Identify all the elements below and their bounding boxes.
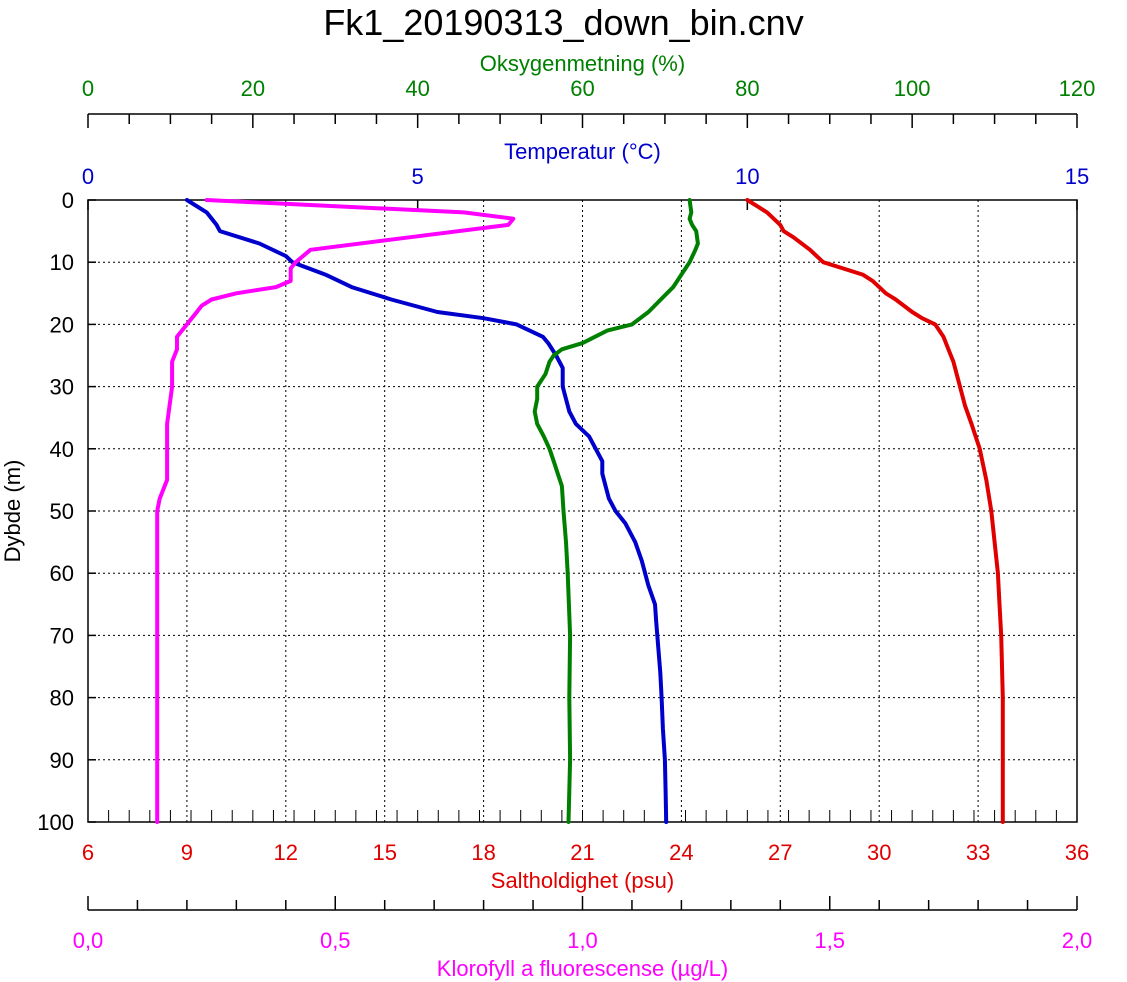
salinity-tick-label: 30 xyxy=(867,840,891,865)
salinity-line xyxy=(745,198,1005,824)
temperature-tick-label: 10 xyxy=(735,164,759,189)
depth-tick-label: 0 xyxy=(62,188,74,213)
salinity-tick-label: 24 xyxy=(669,840,693,865)
oxygen-tick-label: 0 xyxy=(82,76,94,101)
oxygen-tick-label: 80 xyxy=(735,76,759,101)
depth-tick-label: 40 xyxy=(50,437,74,462)
y-axis-label: Dybde (m) xyxy=(0,460,25,563)
chart-title: Fk1_20190313_down_bin.cnv xyxy=(323,2,804,43)
chlorophyll-tick-label: 1,5 xyxy=(814,928,845,953)
salinity-axis-label: Saltholdighet (psu) xyxy=(491,868,674,893)
depth-tick-label: 70 xyxy=(50,623,74,648)
temperature-tick-label: 0 xyxy=(82,164,94,189)
depth-tick-label: 90 xyxy=(50,748,74,773)
chlorophyll-tick-label: 1,0 xyxy=(567,928,598,953)
chlorophyll-tick-label: 2,0 xyxy=(1062,928,1093,953)
salinity-tick-label: 18 xyxy=(471,840,495,865)
salinity-tick-label: 6 xyxy=(82,840,94,865)
salinity-tick-label: 27 xyxy=(768,840,792,865)
oxygen-tick-label: 20 xyxy=(241,76,265,101)
depth-tick-label: 10 xyxy=(50,250,74,275)
chlorophyll-axis-label: Klorofyll a fluorescense (µg/L) xyxy=(437,956,728,981)
oxygen-axis-label: Oksygenmetning (%) xyxy=(480,51,685,76)
temperature-tick-label: 15 xyxy=(1065,164,1089,189)
depth-tick-label: 20 xyxy=(50,312,74,337)
oxygen-saturation-line xyxy=(532,198,700,824)
salinity-tick-label: 21 xyxy=(570,840,594,865)
depth-tick-label: 100 xyxy=(37,810,74,835)
depth-tick-label: 60 xyxy=(50,561,74,586)
oxygen-tick-label: 100 xyxy=(894,76,931,101)
oxygen-tick-label: 120 xyxy=(1059,76,1096,101)
chlorophyll-line xyxy=(155,198,516,824)
oxygen-tick-label: 40 xyxy=(405,76,429,101)
salinity-tick-label: 9 xyxy=(181,840,193,865)
temperature-line xyxy=(184,198,669,824)
chlorophyll-tick-label: 0,5 xyxy=(320,928,351,953)
temperature-axis-label: Temperatur (°C) xyxy=(504,139,661,164)
oxygen-tick-label: 60 xyxy=(570,76,594,101)
chlorophyll-tick-label: 0,0 xyxy=(73,928,104,953)
depth-tick-label: 30 xyxy=(50,375,74,400)
salinity-tick-label: 36 xyxy=(1065,840,1089,865)
salinity-tick-label: 33 xyxy=(966,840,990,865)
salinity-tick-label: 12 xyxy=(274,840,298,865)
depth-tick-label: 50 xyxy=(50,499,74,524)
depth-tick-label: 80 xyxy=(50,686,74,711)
temperature-tick-label: 5 xyxy=(412,164,424,189)
salinity-tick-label: 15 xyxy=(372,840,396,865)
